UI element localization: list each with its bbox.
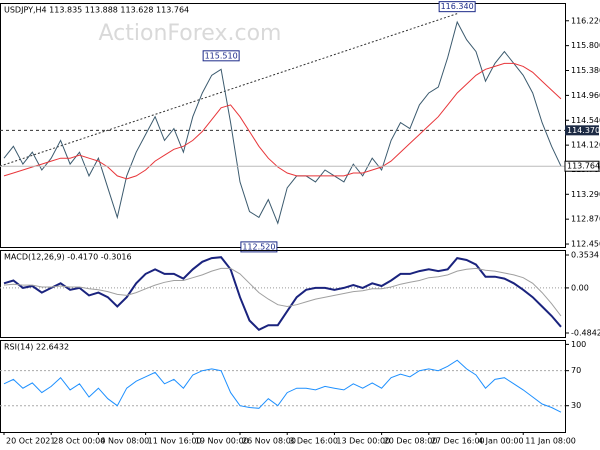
x-tick-label: 13 Dec 00:00 — [336, 437, 390, 446]
price-label: 112.520 — [242, 242, 275, 251]
y-tick-label: 0.3534 — [571, 250, 599, 259]
series-line — [3, 62, 562, 180]
price-label: 116.340 — [441, 2, 474, 11]
y-tick-label: 113.290 — [571, 190, 600, 199]
x-tick-label: 28 Oct 00:00 — [53, 437, 105, 446]
x-tick-label: 20 Oct 2021 — [6, 437, 55, 446]
y-tick-label: 100 — [571, 340, 586, 349]
trend-line — [0, 13, 458, 167]
panel-frame — [0, 250, 566, 338]
last-price-tag — [564, 160, 600, 172]
y-tick-label: -0.4842 — [571, 329, 600, 338]
watermark: ActionForex.com — [99, 21, 282, 46]
price-label-box — [240, 241, 278, 253]
x-tick-label: 27 Dec 16:00 — [431, 437, 485, 446]
level-label: 114.370 — [567, 126, 600, 135]
y-tick-label: 112.870 — [571, 215, 600, 224]
x-tick-label: 4 Jan 00:00 — [478, 437, 524, 446]
y-tick-label: 112.450 — [571, 240, 600, 249]
x-tick-label: 11 Jan 08:00 — [525, 437, 576, 446]
panel-title: MACD(12,26,9) -0.4170 -0.3016 — [4, 253, 132, 262]
series-line — [3, 20, 562, 225]
panel-frame — [0, 340, 566, 433]
price-label: 115.510 — [205, 51, 238, 60]
series-line — [3, 267, 562, 317]
panel-title: RSI(14) 22.6432 — [4, 343, 69, 352]
price-label-box — [438, 1, 476, 13]
series-line — [3, 256, 562, 332]
x-tick-label: 4 Nov 08:00 — [100, 437, 149, 446]
x-tick-label: 19 Nov 00:00 — [195, 437, 249, 446]
y-tick-label: 116.220 — [571, 16, 600, 25]
y-tick-label: 114.960 — [571, 91, 600, 100]
x-tick-label: 3 Dec 16:00 — [289, 437, 338, 446]
last-price-label: 113.764 — [567, 162, 600, 171]
y-tick-label: 30 — [571, 401, 581, 410]
y-tick-label: 70 — [571, 366, 581, 375]
y-tick-label: 115.800 — [571, 41, 600, 50]
y-tick-label: 114.540 — [571, 116, 600, 125]
y-tick-label: 114.120 — [571, 141, 600, 150]
price-label-box — [202, 50, 240, 62]
panel-title: USDJPY,H4 113.835 113.888 113.628 113.76… — [4, 6, 189, 15]
y-tick-label: 0.00 — [571, 283, 589, 292]
y-tick-label: 115.380 — [571, 66, 600, 75]
x-tick-label: 20 Dec 08:00 — [384, 437, 438, 446]
x-tick-label: 11 Nov 16:00 — [148, 437, 202, 446]
level-tag — [565, 125, 599, 136]
series-line — [3, 359, 562, 413]
x-tick-label: 26 Nov 08:00 — [242, 437, 296, 446]
